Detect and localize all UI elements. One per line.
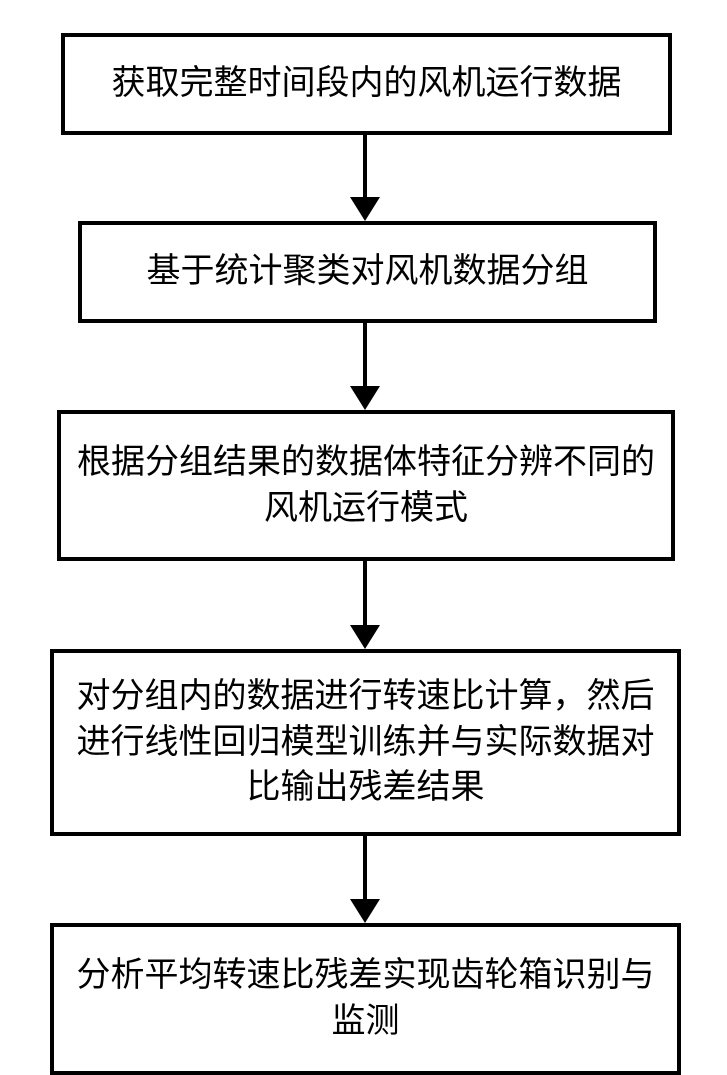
flow-step-label: 获取完整时间段内的风机运行数据	[112, 61, 622, 107]
flow-step-step5: 分析平均转速比残差实现齿轮箱识别与监测	[50, 923, 681, 1075]
flow-step-step1: 获取完整时间段内的风机运行数据	[61, 33, 672, 135]
arrow-step2-to-step3	[341, 323, 389, 410]
arrow-step1-to-step2	[341, 135, 389, 221]
flow-step-label: 根据分组结果的数据体特征分辨不同的风机运行模式	[71, 440, 661, 532]
flow-step-step2: 基于统计聚类对风机数据分组	[78, 221, 657, 323]
arrow-step3-to-step4	[341, 561, 389, 649]
flow-step-step4: 对分组内的数据进行转速比计算，然后进行线性回归模型训练并与实际数据对比输出残差结…	[50, 649, 681, 836]
flow-step-label: 基于统计聚类对风机数据分组	[147, 249, 589, 295]
arrow-step4-to-step5	[341, 836, 389, 923]
flow-step-step3: 根据分组结果的数据体特征分辨不同的风机运行模式	[57, 410, 675, 561]
flow-step-label: 对分组内的数据进行转速比计算，然后进行线性回归模型训练并与实际数据对比输出残差结…	[64, 674, 667, 812]
flow-step-label: 分析平均转速比残差实现齿轮箱识别与监测	[64, 953, 667, 1045]
